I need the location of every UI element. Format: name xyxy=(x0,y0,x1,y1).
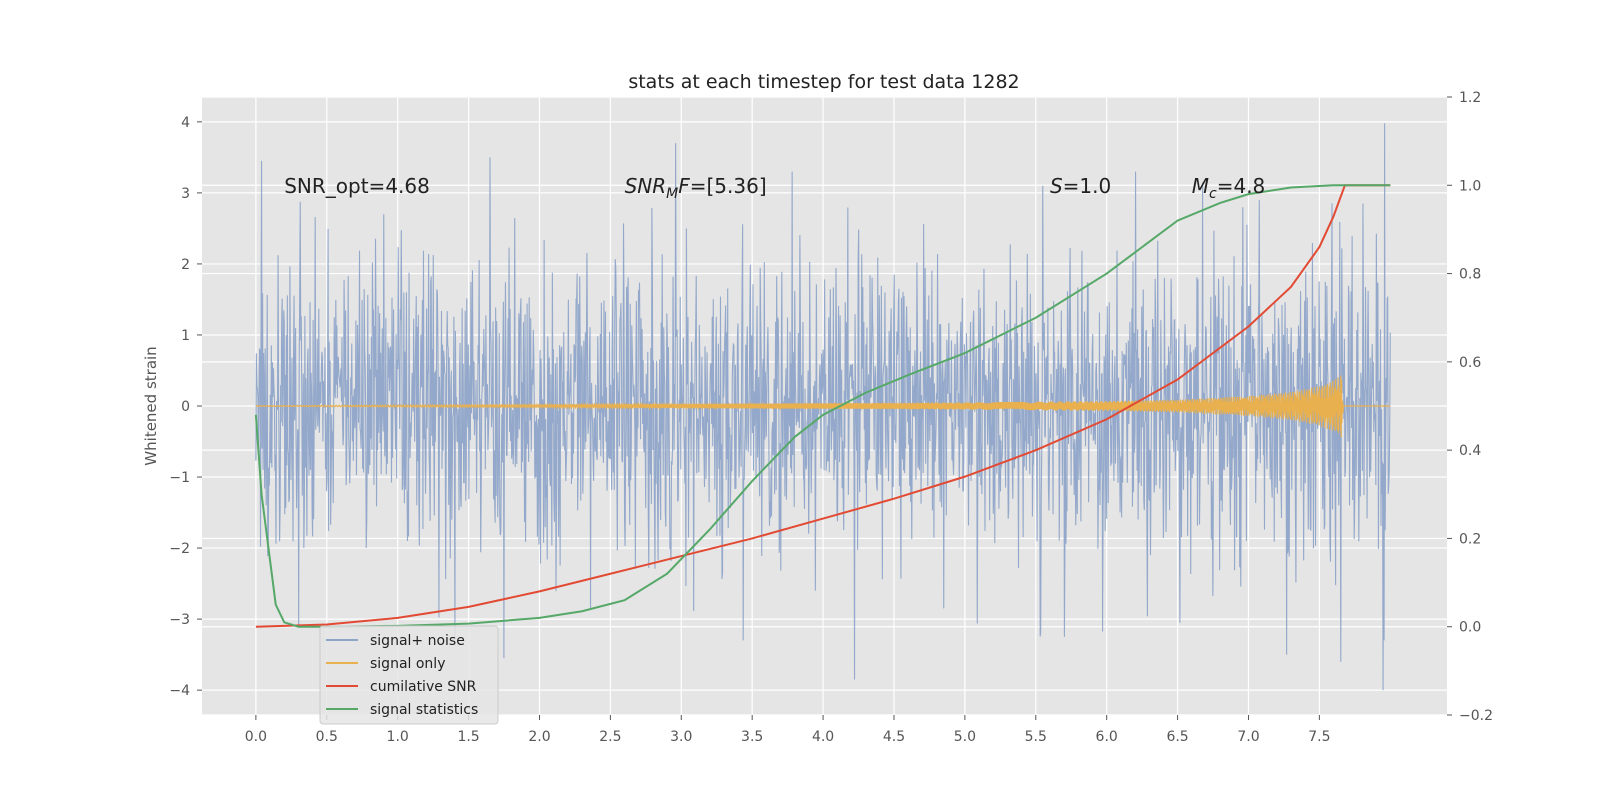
annotation-2: SNRMF=[5.36] xyxy=(625,174,767,202)
annotation-4: Mc=4.8 xyxy=(1192,174,1266,202)
y2-tick-label: 0.6 xyxy=(1459,355,1481,371)
axes: 0.0 0.5 1.0 1.5 2.0 2.5 3.0 3.5 4.0 4.5 5.0 5.5 6.0 6… xyxy=(169,90,1493,745)
y-tick-label: −3 xyxy=(169,612,190,628)
x-tick-label: 6.0 xyxy=(1096,729,1118,745)
y-tick-label: 3 xyxy=(181,186,190,202)
series-signal-statistics xyxy=(254,184,1391,628)
chart-title: stats at each timestep for test data 128… xyxy=(628,71,1019,93)
annotation-1: SNR_opt=4.68 xyxy=(284,174,430,198)
y-tick-label: −4 xyxy=(169,683,190,699)
x-tick-label: 6.5 xyxy=(1166,729,1188,745)
y-tick-label: −1 xyxy=(169,470,190,486)
y2-tick-label: 0.4 xyxy=(1459,443,1481,459)
x-tick-label: 7.5 xyxy=(1308,729,1330,745)
x-tick-label: 5.5 xyxy=(1025,729,1047,745)
y2-tick-label: 1.0 xyxy=(1459,178,1481,194)
y-tick-label: 2 xyxy=(181,257,190,273)
series-layer xyxy=(254,123,1391,691)
y-tick-label: −2 xyxy=(169,541,190,557)
x-tick-label: 2.5 xyxy=(599,729,621,745)
legend-label: signal statistics xyxy=(370,702,478,718)
x-tick-label: 1.5 xyxy=(457,729,479,745)
x-tick-label: 7.0 xyxy=(1237,729,1259,745)
y-tick-label: 4 xyxy=(181,115,190,131)
series-signal-plus-noise xyxy=(255,123,1391,691)
legend-box xyxy=(319,625,499,725)
y2-tick-label: 0.8 xyxy=(1459,267,1481,283)
x-tick-label: 3.5 xyxy=(741,729,763,745)
legend: signal+ noise signal only cumilative SNR si… xyxy=(319,625,499,725)
series-signal-only xyxy=(255,375,1391,438)
x-tick-label: 0.5 xyxy=(316,729,338,745)
y-tick-label: 1 xyxy=(181,328,190,344)
x-tick-label: 5.0 xyxy=(954,729,976,745)
x-tick-label: 1.0 xyxy=(387,729,409,745)
x-tick-label: 2.0 xyxy=(528,729,550,745)
x-tick-label: 0.0 xyxy=(245,729,267,745)
y-tick-label: 0 xyxy=(181,399,190,415)
x-tick-label: 4.5 xyxy=(883,729,905,745)
annotation-3: S=1.0 xyxy=(1050,174,1111,198)
legend-label: signal only xyxy=(370,656,445,672)
y2-tick-label: 1.2 xyxy=(1459,90,1481,106)
x-tick-label: 3.0 xyxy=(670,729,692,745)
y2-tick-label: 0.2 xyxy=(1459,531,1481,547)
annotations: SNR_opt=4.68 SNRMF=[5.36] S=1.0 Mc=4.8 xyxy=(284,174,1265,202)
y-axis-label: Whitened strain xyxy=(142,346,160,465)
legend-label: signal+ noise xyxy=(370,633,465,649)
x-tick-label: 4.0 xyxy=(812,729,834,745)
legend-label: cumilative SNR xyxy=(370,679,477,695)
y2-tick-label: −0.2 xyxy=(1459,708,1493,724)
y2-tick-label: 0.0 xyxy=(1459,620,1481,636)
series-cumulative-snr xyxy=(255,184,1391,628)
